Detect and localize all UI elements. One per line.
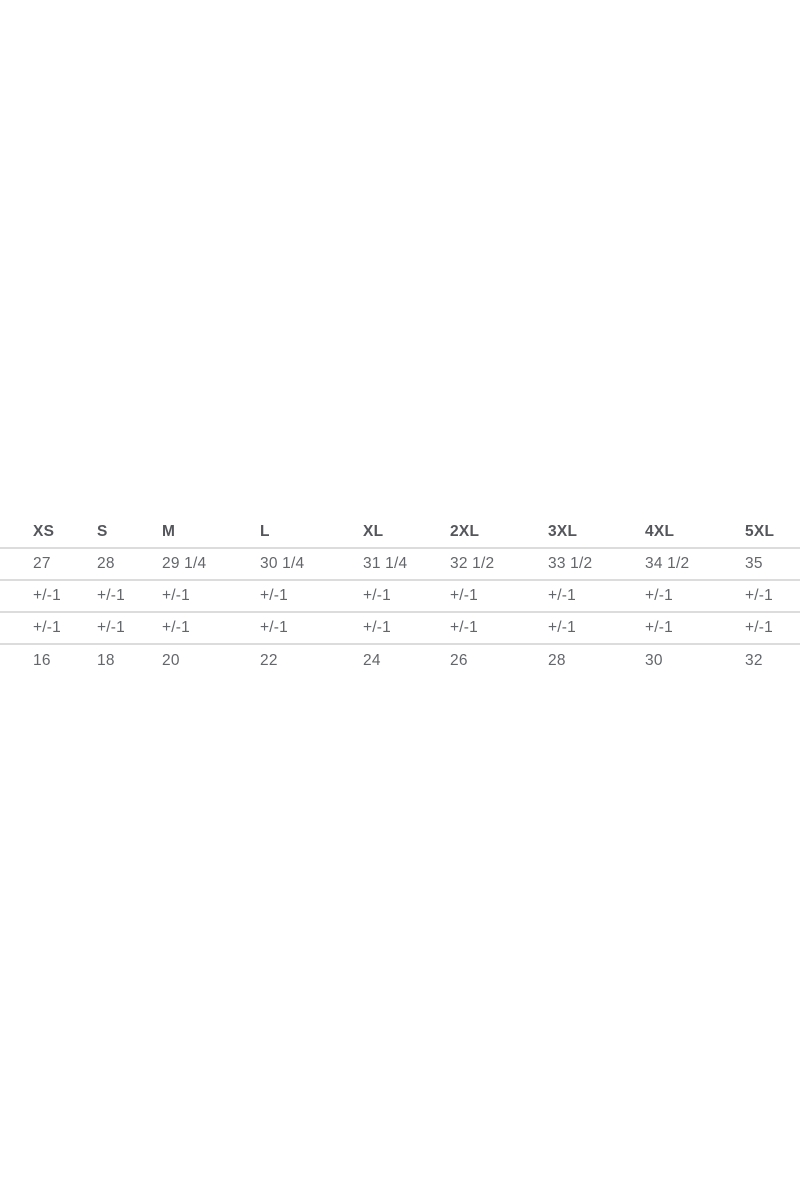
size-chart-cell: 20 <box>162 652 180 669</box>
size-column-header: L <box>260 517 363 549</box>
size-column-header: 4XL <box>645 517 745 549</box>
size-chart-cell: +/-1 <box>363 580 450 613</box>
size-chart-cell: +/-1 <box>97 612 162 645</box>
size-chart-cell: +/-1 <box>548 580 645 613</box>
size-chart-cell: 24 <box>363 652 381 669</box>
size-chart-cell: 28 <box>548 652 566 669</box>
size-chart-cell: 27 <box>0 548 97 581</box>
size-chart-cell: 18 <box>97 652 115 669</box>
size-chart-cell: 32 1/2 <box>450 548 548 581</box>
size-column-header: XL <box>363 517 450 549</box>
size-chart-cell: +/-1 <box>548 612 645 645</box>
size-chart-cell: 32 <box>745 652 763 669</box>
size-chart-cell: +/-1 <box>0 612 97 645</box>
size-chart: XS S M L XL 2XL 3XL 4XL 5XL 27 28 29 1/4 30 1/4 31 1… <box>0 517 800 677</box>
size-chart-row: +/-1 +/-1 +/-1 +/-1 +/-1 +/-1 +/-1 +/-1 +/-1 <box>0 580 800 613</box>
size-chart-cell: +/-1 <box>97 580 162 613</box>
size-chart-cell: 34 1/2 <box>645 548 745 581</box>
size-chart-cell: +/-1 <box>162 580 260 613</box>
size-chart-cell: 29 1/4 <box>162 548 260 581</box>
size-chart-cell: 26 <box>450 652 468 669</box>
size-chart-row: 27 28 29 1/4 30 1/4 31 1/4 32 1/2 33 1/2 34 1/2… <box>0 548 800 581</box>
size-chart-header-row: XS S M L XL 2XL 3XL 4XL 5XL <box>0 517 800 549</box>
size-column-header: 2XL <box>450 517 548 549</box>
size-chart-cell: 16 <box>33 652 51 669</box>
size-column-header: 3XL <box>548 517 645 549</box>
size-chart-cell: 30 1/4 <box>260 548 363 581</box>
size-chart-cell: +/-1 <box>745 580 800 613</box>
size-column-header: S <box>97 517 162 549</box>
size-chart-cell: +/-1 <box>260 580 363 613</box>
size-chart-row: 16 18 20 22 24 26 28 30 32 <box>0 644 800 677</box>
size-chart-cell: +/-1 <box>645 612 745 645</box>
size-chart-cell: +/-1 <box>0 580 97 613</box>
size-chart-cell: +/-1 <box>745 612 800 645</box>
size-chart-cell: +/-1 <box>260 612 363 645</box>
size-chart-cell: +/-1 <box>363 612 450 645</box>
size-chart-cell: +/-1 <box>645 580 745 613</box>
size-chart-cell: 30 <box>645 652 663 669</box>
size-column-header: XS <box>0 517 97 549</box>
size-column-header: M <box>162 517 260 549</box>
size-chart-cell: +/-1 <box>162 612 260 645</box>
size-chart-cell: 28 <box>97 548 162 581</box>
size-chart-table: XS S M L XL 2XL 3XL 4XL 5XL 27 28 29 1/4 30 1/4 31 1… <box>0 517 800 677</box>
size-column-header: 5XL <box>745 517 800 549</box>
size-chart-body: 27 28 29 1/4 30 1/4 31 1/4 32 1/2 33 1/2 34 1/2… <box>0 548 800 677</box>
size-chart-cell: 35 <box>745 548 800 581</box>
size-chart-row: +/-1 +/-1 +/-1 +/-1 +/-1 +/-1 +/-1 +/-1 +/-1 <box>0 612 800 645</box>
size-chart-cell: 33 1/2 <box>548 548 645 581</box>
size-chart-cell: 22 <box>260 652 278 669</box>
size-chart-cell: 31 1/4 <box>363 548 450 581</box>
size-chart-cell: +/-1 <box>450 612 548 645</box>
size-chart-cell: +/-1 <box>450 580 548 613</box>
